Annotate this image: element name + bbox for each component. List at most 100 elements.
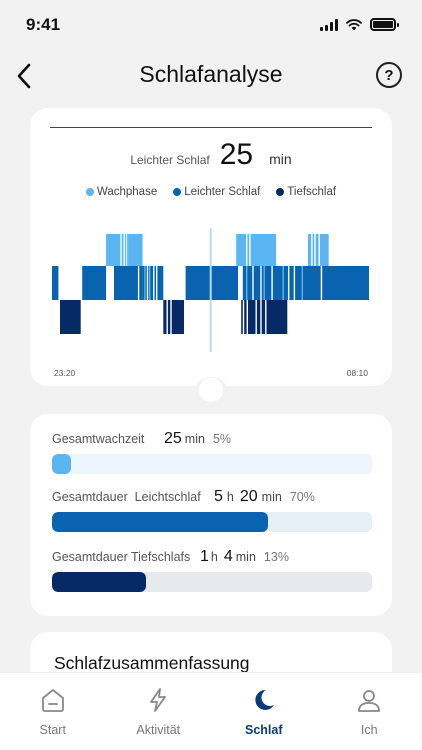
stat-light-line: Gesamtdauer Leichtschlaf 5 h 20 min 70% [52, 488, 372, 506]
stat-awake-minutes: 25 [164, 430, 182, 447]
legend-item-deep: Tiefschlaf [276, 186, 336, 198]
stat-deep-percent: 13% [263, 550, 289, 564]
transition-stripe-13 [249, 234, 251, 266]
selected-stage-readout: Leichter Schlaf 25 min [30, 138, 392, 172]
stat-awake-bar-fill [52, 454, 72, 474]
bottom-tab-bar: Start Aktivität Schlaf Ich [0, 672, 422, 750]
status-bar: 9:41 [0, 0, 422, 50]
transition-stripe-23 [242, 300, 245, 334]
stat-awake-label: Gesamtwachzeit [52, 432, 145, 446]
selection-cursor[interactable] [209, 228, 212, 352]
transition-stripe-30 [318, 234, 320, 266]
chart-end-time: 08:10 [346, 368, 368, 378]
segment-deep-7 [163, 300, 184, 334]
segment-light-14 [322, 266, 369, 300]
stat-light-label: Gesamtdauer Leichtschlaf [52, 490, 201, 504]
home-icon [39, 686, 67, 714]
tab-start[interactable]: Start [0, 673, 106, 750]
transition-stripe-27 [265, 300, 267, 334]
chart-start-time: 23:20 [54, 368, 76, 378]
legend-item-wake: Wachphase [85, 186, 158, 198]
transition-stripe-12 [246, 234, 248, 266]
status-icons [320, 18, 399, 31]
legend-item-light: Leichter Schlaf [173, 186, 260, 198]
segment-deep-1 [60, 300, 81, 334]
sleep-chart-card: Leichter Schlaf 25 min Wachphase Leichte… [30, 108, 392, 386]
stat-deep-hours-unit: h [210, 550, 218, 564]
transition-stripe-17 [263, 266, 265, 300]
tab-sleep[interactable]: Schlaf [211, 673, 317, 750]
transition-stripe-31 [320, 266, 323, 300]
readout-label: Leichter Schlaf [130, 153, 210, 167]
transition-stripe-18 [271, 266, 273, 300]
legend-dot-deep [276, 188, 285, 196]
stat-awake-minutes-unit: min [184, 432, 205, 446]
tab-start-label: Start [39, 723, 66, 737]
nav-bar: Schlafanalyse ? [0, 52, 422, 100]
legend-label-wake: Wachphase [96, 186, 158, 198]
segment-light-0 [52, 266, 59, 300]
transition-stripe-19 [282, 266, 284, 300]
segment-wake-13 [308, 234, 329, 266]
transition-stripe-3 [137, 266, 140, 300]
segment-light-2 [82, 266, 107, 300]
tab-me[interactable]: Ich [317, 673, 422, 750]
page-title: Schlafanalyse [139, 61, 283, 87]
stat-awake: Gesamtwachzeit 25 min 5% [52, 430, 372, 474]
summary-title: Schlafzusammenfassung [54, 653, 250, 673]
segment-light-6 [142, 266, 164, 300]
stat-deep-minutes-unit: min [235, 550, 256, 564]
person-icon [355, 686, 383, 714]
lightning-icon [144, 686, 172, 714]
signal-icon [320, 18, 338, 31]
sleep-hypnogram[interactable] [52, 228, 370, 358]
tab-activity[interactable]: Aktivität [106, 673, 212, 750]
readout-unit: min [269, 151, 292, 167]
stat-awake-bar [52, 454, 372, 474]
back-button[interactable] [6, 58, 42, 94]
transition-stripe-26 [260, 300, 262, 334]
stat-deep-hours: 1 [200, 548, 209, 565]
transition-stripe-29 [314, 234, 316, 266]
legend-dot-wake [85, 188, 94, 196]
transition-stripe-24 [246, 300, 248, 334]
chart-legend: Wachphase Leichter Schlaf Tiefschlaf [30, 186, 392, 198]
help-button[interactable]: ? [376, 62, 402, 88]
transition-stripe-0 [120, 234, 122, 266]
transition-stripe-21 [293, 266, 296, 300]
tab-activity-label: Aktivität [136, 723, 181, 737]
chart-drag-handle[interactable] [199, 378, 223, 402]
stat-awake-percent: 5% [212, 432, 232, 446]
stat-deep-line: Gesamtdauer Tiefschlafs 1 h 4 min 13% [52, 548, 372, 566]
stat-light-bar-fill [52, 512, 268, 532]
status-time: 9:41 [26, 15, 61, 34]
transition-stripe-2 [125, 234, 128, 266]
transition-stripe-16 [260, 266, 262, 300]
stat-light-hours-unit: h [226, 490, 234, 504]
stat-deep: Gesamtdauer Tiefschlafs 1 h 4 min 13% [52, 548, 372, 592]
transition-stripe-25 [255, 300, 257, 334]
legend-label-deep: Tiefschlaf [287, 186, 337, 198]
stat-deep-bar-fill [52, 572, 147, 592]
segment-wake-10 [234, 234, 277, 266]
chevron-left-icon [17, 63, 31, 89]
segment-wake-4 [128, 234, 143, 266]
transition-stripe-8 [156, 266, 158, 300]
stat-light-percent: 70% [289, 490, 315, 504]
stat-light-bar [52, 512, 372, 532]
moon-icon [250, 686, 278, 714]
transition-stripe-22 [301, 266, 303, 300]
tab-me-label: Ich [360, 723, 378, 737]
stat-deep-minutes: 4 [223, 548, 233, 565]
transition-stripe-5 [146, 266, 149, 300]
transition-stripe-28 [311, 234, 313, 266]
transition-stripe-9 [166, 300, 168, 334]
segment-deep-12 [241, 300, 288, 334]
tab-sleep-label: Schlaf [244, 723, 283, 737]
transition-stripe-14 [246, 266, 248, 300]
readout-value: 25 [219, 138, 254, 171]
sleep-stats-card: Gesamtwachzeit 25 min 5% Gesamtdauer Lei… [30, 414, 392, 616]
stat-light-hours: 5 [214, 488, 223, 505]
chart-divider [50, 127, 372, 128]
segment-light-8 [185, 266, 211, 300]
